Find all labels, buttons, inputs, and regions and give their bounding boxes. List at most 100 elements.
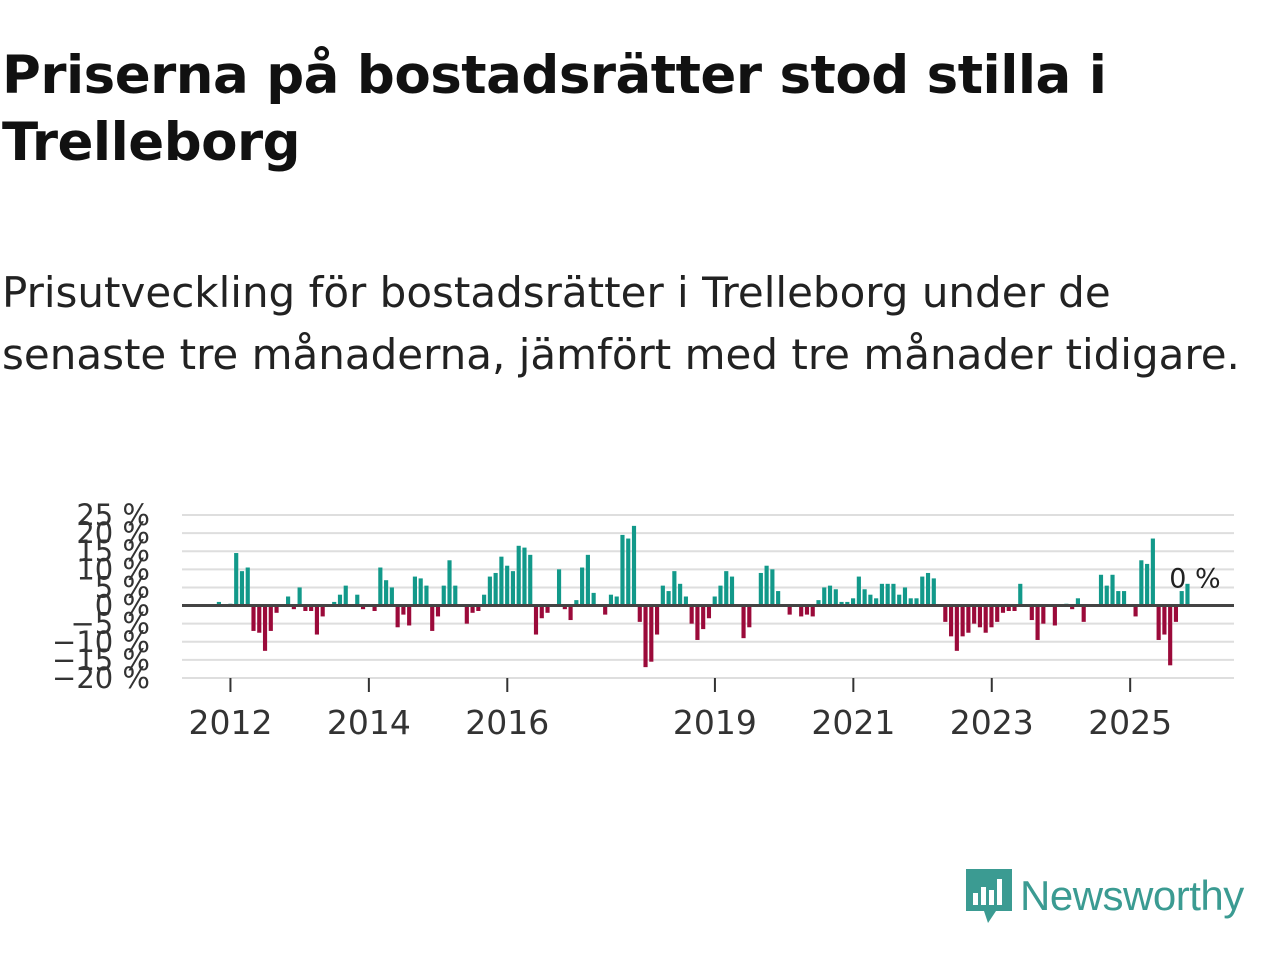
bar [1116, 591, 1121, 606]
bar [1162, 605, 1167, 635]
bar [683, 596, 688, 606]
bar [1168, 605, 1173, 666]
y-tick-label: −20 % [52, 661, 150, 695]
bar [989, 605, 994, 628]
bar [303, 605, 308, 611]
bar [643, 605, 648, 668]
bar [453, 585, 458, 606]
x-tick-label: 2016 [465, 703, 549, 742]
bar [620, 534, 625, 606]
bar [724, 571, 729, 606]
bar [297, 587, 302, 606]
bar [562, 605, 567, 610]
bar [332, 601, 337, 606]
bar [718, 585, 723, 606]
y-tick-label: −10 % [52, 625, 150, 659]
bar [1110, 574, 1115, 606]
bar [470, 605, 475, 613]
bar [257, 605, 262, 633]
bar [585, 554, 590, 606]
bar [977, 605, 982, 628]
bar [885, 583, 890, 606]
bar [556, 569, 562, 606]
bar [1018, 583, 1023, 606]
bar [372, 605, 377, 611]
bar [954, 605, 959, 651]
bar [216, 601, 221, 606]
bar [395, 605, 400, 628]
bar [764, 565, 769, 606]
bar [447, 560, 452, 606]
bar [920, 576, 925, 606]
y-tick-label: 10 % [76, 552, 150, 586]
bar [1081, 605, 1086, 622]
bar [649, 605, 654, 662]
y-tick-label: −15 % [52, 643, 150, 677]
bar [1006, 605, 1011, 611]
bar [234, 553, 239, 606]
last-value-label: 0 % [1169, 564, 1220, 595]
bar [522, 547, 527, 606]
bar [533, 605, 539, 635]
y-tick-label: 5 % [95, 570, 150, 604]
bar [1035, 605, 1040, 640]
bar [412, 576, 417, 606]
bar [637, 605, 642, 622]
bar [505, 565, 510, 606]
bar [528, 554, 533, 606]
bar [787, 605, 792, 615]
bar [897, 594, 902, 606]
bar [706, 605, 712, 619]
x-tick-label: 2023 [950, 703, 1034, 742]
bar [851, 598, 856, 606]
bar [626, 538, 631, 606]
bar [701, 605, 706, 630]
bar [1121, 591, 1127, 606]
bar [891, 583, 896, 606]
bar [1173, 605, 1179, 622]
bar [580, 567, 585, 606]
bar [268, 605, 273, 631]
bar [839, 601, 844, 606]
bar [712, 596, 717, 606]
bar [845, 601, 850, 606]
bar [603, 605, 608, 615]
bar [695, 605, 700, 640]
bar [810, 605, 815, 617]
bar [343, 585, 348, 606]
bar [758, 572, 763, 606]
bar [424, 585, 429, 606]
bar [678, 583, 683, 606]
bar [654, 605, 660, 635]
chart-title: Priserna på bostadsrätter stod stilla i … [2, 45, 1107, 173]
bar [1156, 605, 1161, 640]
bar [833, 589, 838, 606]
bar [966, 605, 971, 633]
y-tick-label: −5 % [70, 607, 150, 641]
bar [1029, 605, 1034, 621]
bar-chart: −20 %−15 %−10 %−5 %0 %5 %10 %15 %20 %25 … [52, 498, 1234, 742]
bar [545, 605, 550, 613]
bar [435, 605, 441, 617]
x-tick-label: 2014 [327, 703, 411, 742]
bar [960, 605, 965, 637]
bar [879, 583, 884, 606]
bar [418, 578, 423, 606]
bar [355, 594, 360, 606]
bar [360, 605, 366, 610]
bar [1185, 583, 1190, 606]
bar [430, 605, 435, 631]
bar [914, 598, 919, 606]
bar [729, 576, 735, 606]
bar [776, 591, 781, 606]
bar [741, 605, 746, 639]
bar [1000, 605, 1006, 613]
x-tick-label: 2012 [188, 703, 272, 742]
bar [1098, 574, 1104, 606]
bar [1133, 605, 1138, 617]
bar [770, 569, 775, 606]
bars [182, 525, 1234, 668]
bar [245, 567, 250, 606]
bar [1041, 605, 1046, 624]
y-tick-label: 15 % [76, 534, 150, 568]
